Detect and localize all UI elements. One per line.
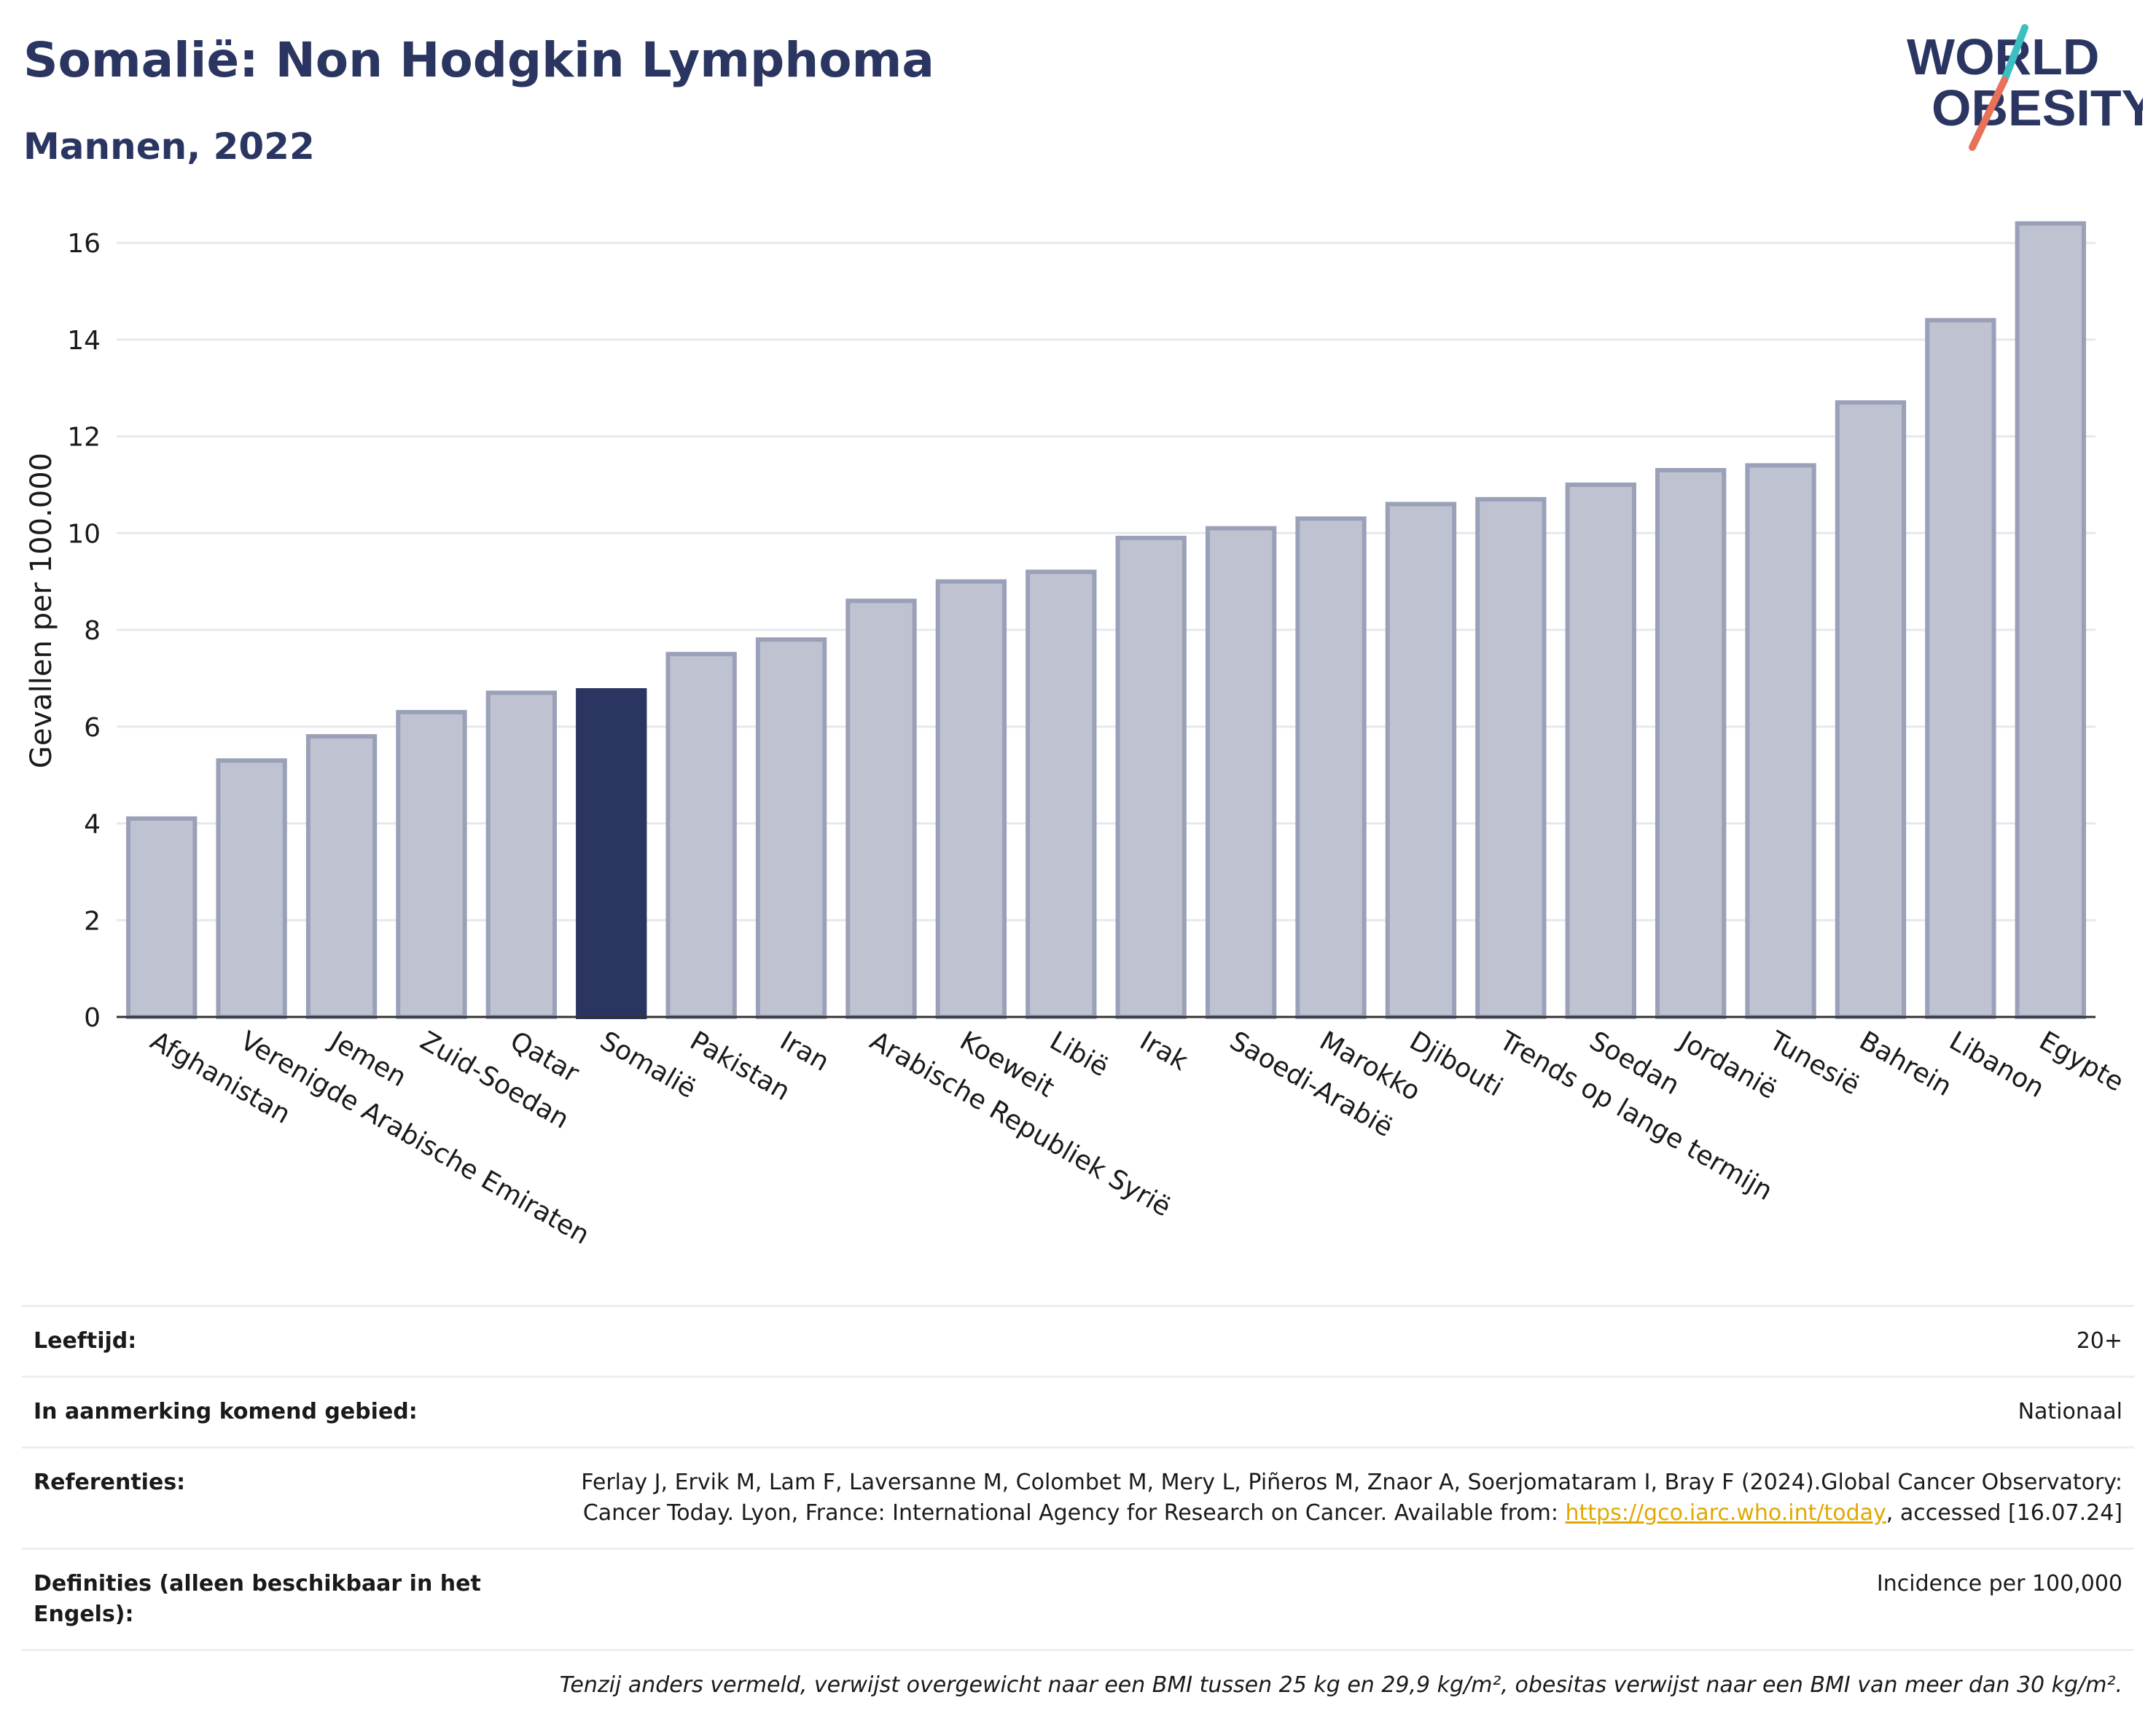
page-title: Somalië: Non Hodgkin Lymphoma: [23, 32, 934, 88]
bar: [216, 758, 287, 1019]
x-tick-label: Libië: [1044, 1026, 1113, 1083]
bar: [2015, 221, 2086, 1019]
bar: [1115, 535, 1187, 1019]
area-label: In aanmerking komend gebied:: [34, 1399, 418, 1424]
x-tick-label: Jordanië: [1673, 1025, 1781, 1105]
x-tick-label: Zuid-Soedan: [415, 1026, 574, 1135]
x-tick-label: Irak: [1135, 1026, 1193, 1077]
bar: [576, 688, 647, 1019]
logo-slash-teal: [2001, 24, 2028, 84]
references-label: Referenties:: [34, 1470, 186, 1495]
x-tick-label: Libanon: [1944, 1026, 2049, 1104]
meta-row-references: Referenties: Ferlay J, Ervik M, Lam F, L…: [22, 1446, 2134, 1548]
references-value: Ferlay J, Ervik M, Lam F, Laversanne M, …: [519, 1467, 2122, 1529]
bar: [1745, 463, 1816, 1019]
x-tick-label: Egypte: [2034, 1026, 2129, 1098]
bar: [126, 816, 198, 1020]
bar: [1475, 496, 1547, 1019]
y-tick-label: 16: [67, 229, 101, 259]
x-tick-label: Iran: [775, 1026, 834, 1077]
bar: [396, 709, 467, 1019]
references-text: Ferlay J, Ervik M, Lam F, Laversanne M, …: [581, 1470, 2122, 1526]
bars: [126, 221, 2086, 1020]
y-tick-label: 8: [84, 616, 101, 646]
metadata-table: Leeftijd: 20+ In aanmerking komend gebie…: [22, 1305, 2134, 1720]
x-tick-label: Bahrein: [1854, 1026, 1956, 1102]
bar: [1205, 526, 1277, 1019]
logo-text-obesity: OBESITY: [1932, 79, 2143, 136]
meta-row-definitions: Definities (alleen beschikbaar in het En…: [22, 1548, 2134, 1651]
area-value: Nationaal: [2018, 1399, 2122, 1424]
world-obesity-logo: WORLD OBESITY: [1907, 24, 2143, 151]
age-value: 20+: [2076, 1328, 2122, 1354]
bar: [485, 690, 558, 1019]
y-tick-label: 12: [67, 423, 101, 453]
bar: [845, 599, 917, 1019]
y-tick-label: 0: [84, 1003, 101, 1033]
bar: [935, 579, 1007, 1019]
y-tick-label: 14: [67, 326, 101, 356]
x-tick-label: Djibouti: [1405, 1026, 1507, 1102]
references-link[interactable]: https://gco.iarc.who.int/today: [1565, 1500, 1886, 1526]
meta-row-area: In aanmerking komend gebied: Nationaal: [22, 1376, 2134, 1446]
references-accessed: , accessed [16.07.24]: [1886, 1500, 2122, 1526]
definitions-value: Incidence per 100,000: [1876, 1571, 2122, 1596]
y-tick-label: 2: [84, 906, 101, 936]
bar: [1925, 318, 1996, 1019]
page-subtitle: Mannen, 2022: [23, 125, 315, 168]
bar: [1835, 400, 1907, 1019]
y-tick-labels: 0 2 4 6 8 10 12 14 16: [67, 229, 101, 1033]
bar: [1026, 569, 1097, 1019]
footnote: Tenzij anders vermeld, verwijst overgewi…: [559, 1672, 2122, 1698]
bar: [1295, 516, 1367, 1019]
y-tick-label: 4: [84, 810, 101, 840]
x-tick-label: Tunesië: [1764, 1026, 1864, 1102]
age-label: Leeftijd:: [34, 1328, 137, 1354]
bar: [1385, 502, 1457, 1019]
x-tick-label: Somalië: [595, 1026, 700, 1104]
bar: [1565, 482, 1636, 1019]
bar: [755, 637, 827, 1019]
y-tick-label: 10: [67, 519, 101, 549]
bar: [665, 652, 737, 1019]
y-axis-label: Gevallen per 100.000: [25, 453, 58, 768]
meta-row-age: Leeftijd: 20+: [22, 1305, 2134, 1376]
bar: [1655, 468, 1727, 1019]
definitions-label: Definities (alleen beschikbaar in het En…: [34, 1571, 481, 1627]
bar: [305, 734, 378, 1019]
x-tick-label: Pakistan: [685, 1026, 795, 1107]
y-tick-label: 6: [84, 713, 101, 743]
logo-slash-coral: [1969, 77, 2008, 151]
